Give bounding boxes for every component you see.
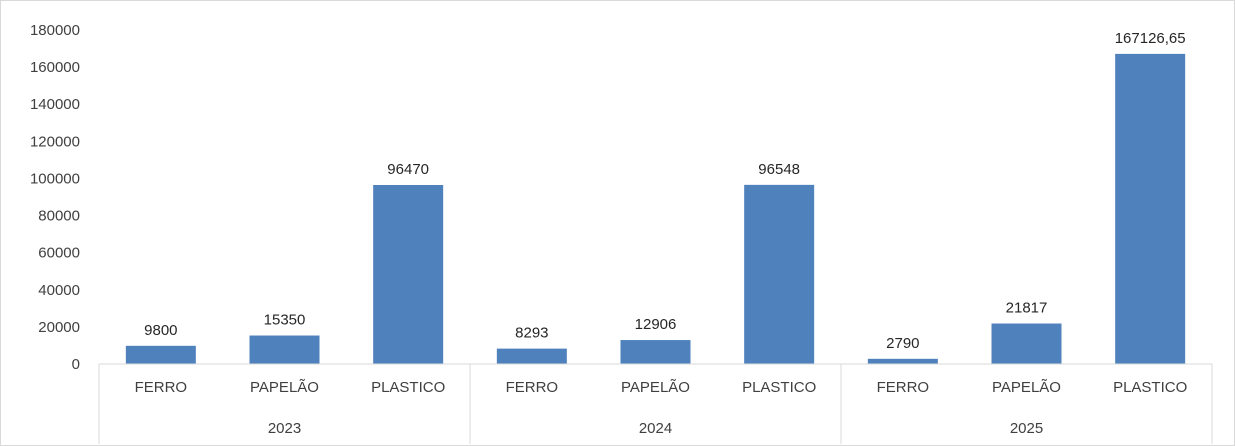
- data-label: 21817: [1006, 300, 1048, 317]
- x-category-label: PAPELÃO: [621, 379, 690, 396]
- y-tick-label: 20000: [38, 319, 80, 336]
- x-category-label: FERRO: [135, 379, 188, 396]
- y-tick-label: 140000: [30, 96, 80, 113]
- y-axis: 0 20000 40000 60000 80000 100000 120000 140000 1…: [30, 22, 80, 373]
- data-label: 9800: [144, 322, 177, 339]
- bar: [125, 345, 196, 364]
- bar: [620, 340, 691, 364]
- bar: [991, 323, 1062, 364]
- x-category-label: PLASTICO: [371, 379, 445, 396]
- y-tick-label: 100000: [30, 170, 80, 187]
- y-tick-label: 80000: [38, 208, 80, 225]
- y-tick-label: 60000: [38, 245, 80, 262]
- bar: [1115, 53, 1186, 365]
- data-label: 96470: [387, 161, 429, 178]
- x-category-label: PAPELÃO: [992, 379, 1061, 396]
- x-category-label: PLASTICO: [742, 379, 816, 396]
- bar: [249, 335, 320, 364]
- y-tick-label: 40000: [38, 282, 80, 299]
- x-group-label: 2023: [268, 420, 301, 437]
- x-category-label: PAPELÃO: [250, 379, 319, 396]
- x-group-label: 2024: [639, 420, 672, 437]
- x-category-label: FERRO: [877, 379, 930, 396]
- bar: [373, 184, 444, 364]
- y-tick-label: 160000: [30, 59, 80, 76]
- data-label: 2790: [886, 335, 919, 352]
- data-label: 96548: [758, 161, 800, 178]
- y-tick-label: 0: [72, 356, 80, 373]
- bar: [744, 184, 815, 364]
- bars: 9800 15350 96470 8293 12906 96548 2790 21817 167…: [125, 30, 1186, 365]
- bar: [867, 358, 938, 364]
- y-tick-label: 120000: [30, 133, 80, 150]
- x-category-label: FERRO: [506, 379, 559, 396]
- x-group-label: 2025: [1010, 420, 1043, 437]
- data-label: 167126,65: [1115, 30, 1186, 47]
- bar: [496, 348, 567, 364]
- x-category-label: PLASTICO: [1113, 379, 1187, 396]
- data-label: 15350: [264, 312, 306, 329]
- y-tick-label: 180000: [30, 22, 80, 39]
- data-label: 8293: [515, 325, 548, 342]
- x-axis: FERRO PAPELÃO PLASTICO 2023 FERRO PAPELÃO PLAS…: [98, 363, 1213, 444]
- data-label: 12906: [635, 316, 677, 333]
